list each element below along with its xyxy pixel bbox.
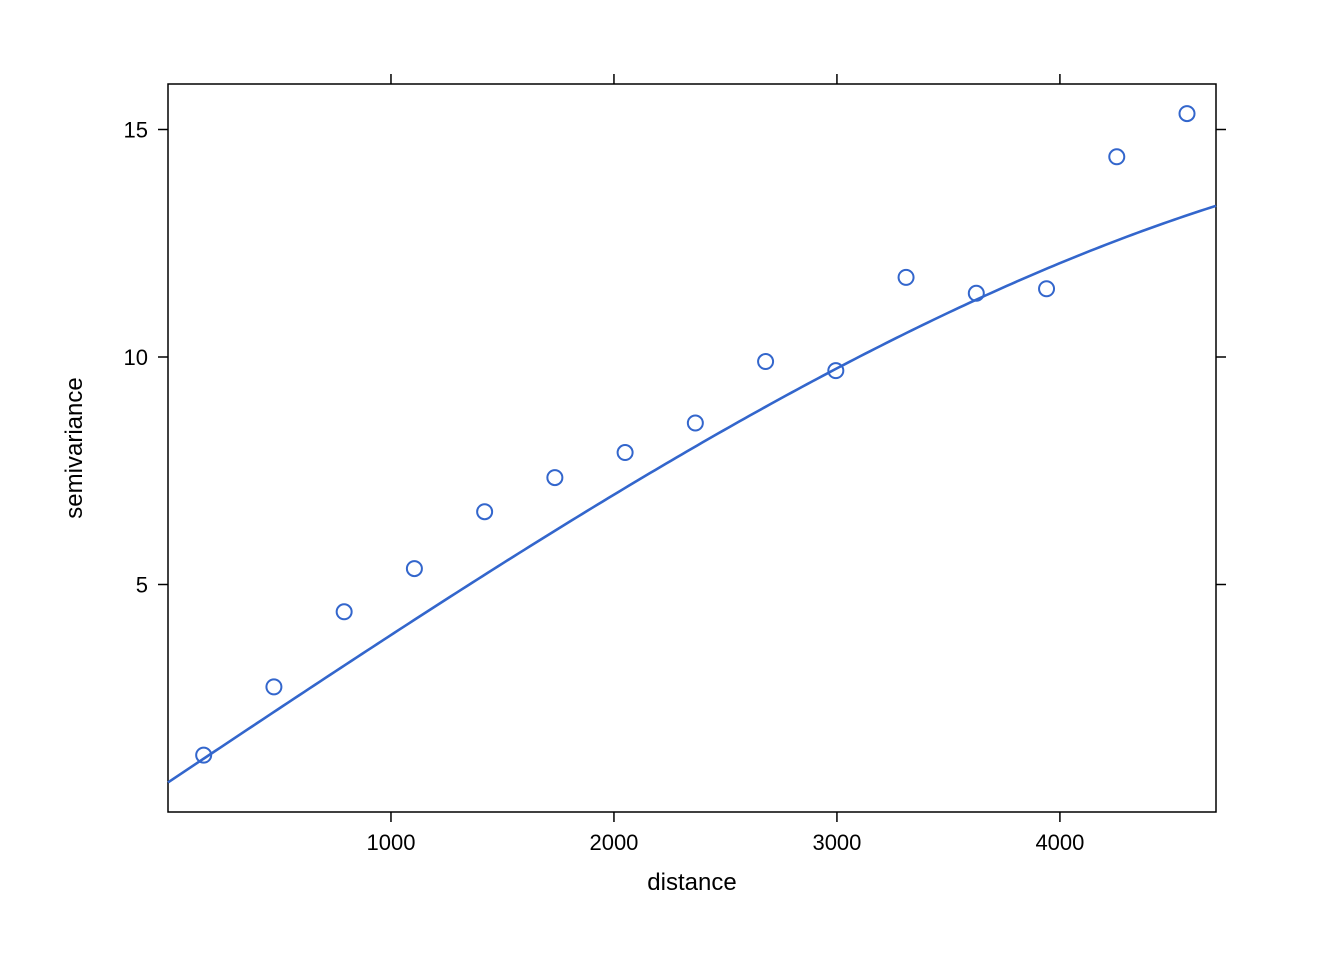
- y-tick-label: 5: [136, 573, 148, 598]
- x-tick-label: 3000: [812, 830, 861, 855]
- x-tick-label: 1000: [367, 830, 416, 855]
- y-axis-label: semivariance: [61, 377, 88, 518]
- x-tick-label: 4000: [1035, 830, 1084, 855]
- variogram-chart: 1000 2000 3000 4000 5 10 15 distance semivarianc…: [0, 0, 1344, 960]
- y-tick-label: 10: [124, 345, 148, 370]
- x-axis-label: distance: [647, 869, 736, 896]
- y-tick-label: 15: [124, 118, 148, 143]
- x-tick-label: 2000: [589, 830, 638, 855]
